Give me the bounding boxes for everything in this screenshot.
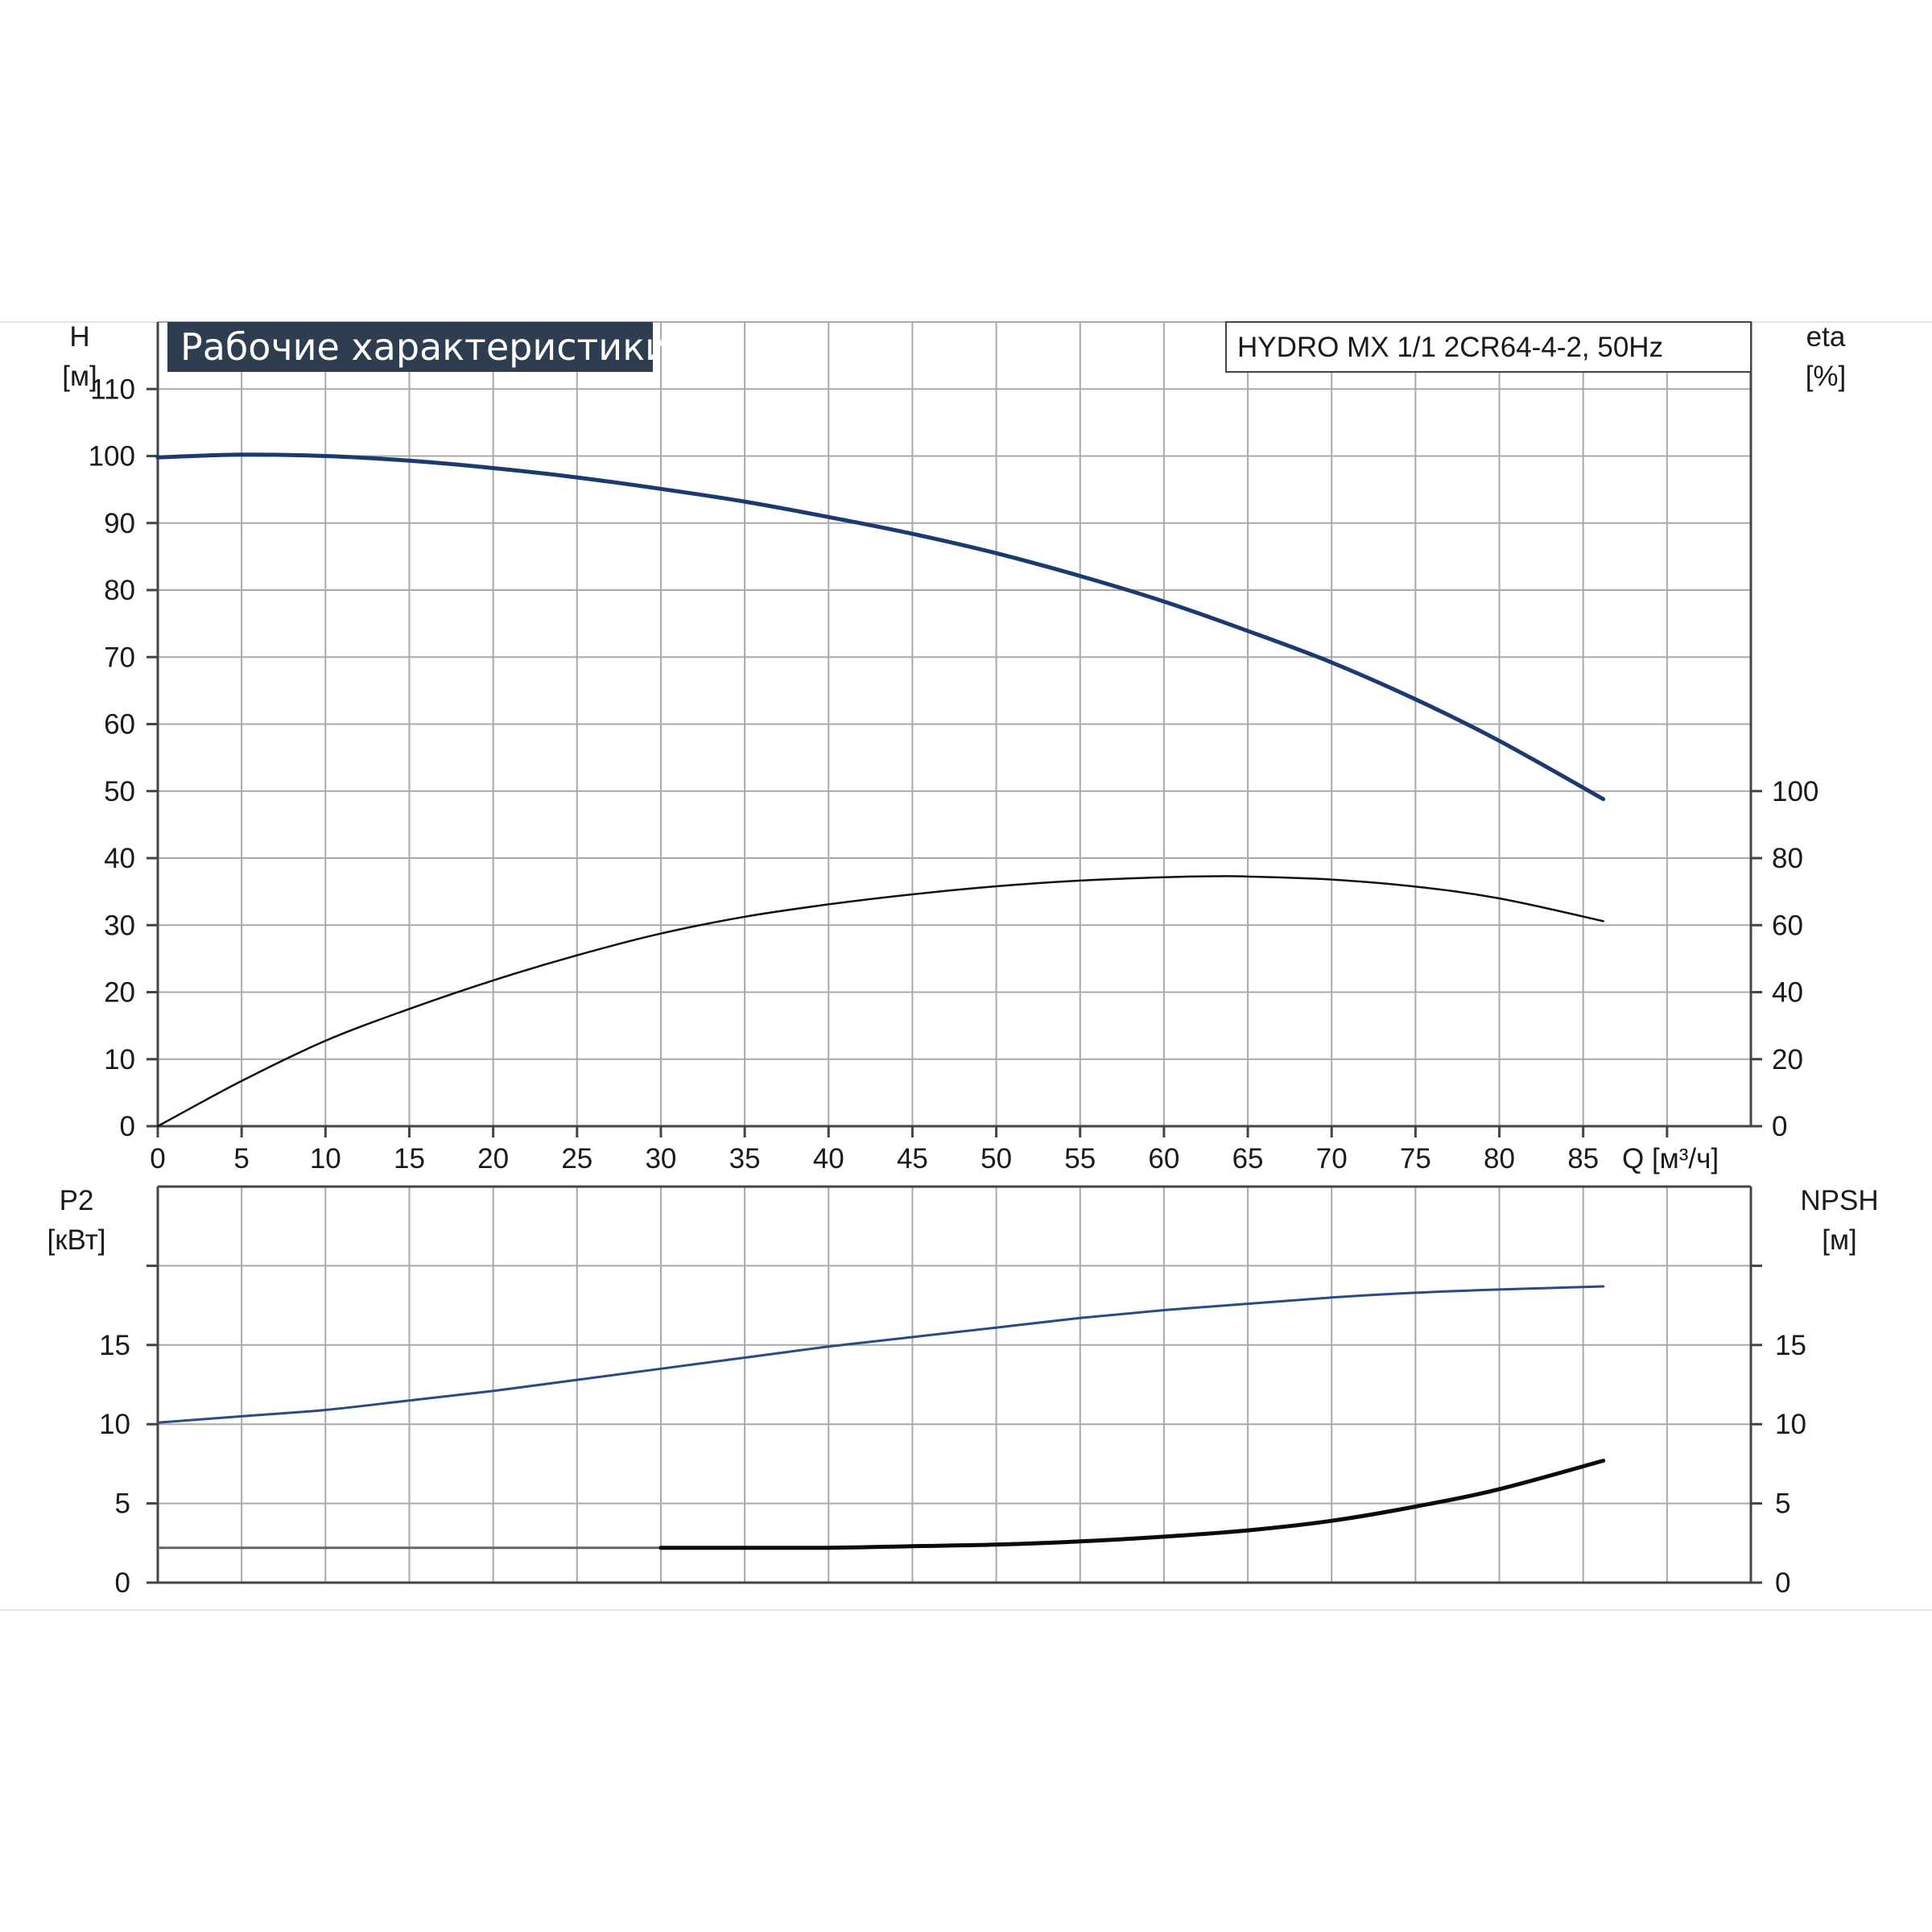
x-tick-label: 75 (1400, 1143, 1431, 1174)
y-tick-label-right: 0 (1772, 1111, 1787, 1142)
x-tick-label: 55 (1064, 1143, 1096, 1174)
x-tick-label: 20 (477, 1143, 509, 1174)
npsh-tick-label: 5 (1775, 1488, 1790, 1520)
x-tick-label: 50 (980, 1143, 1012, 1174)
y-tick-label-left: 110 (90, 374, 135, 405)
x-tick-label: 85 (1567, 1143, 1599, 1174)
x-tick-label: 10 (310, 1143, 341, 1174)
y-tick-label-left: 0 (120, 1111, 135, 1142)
x-tick-label: 35 (729, 1143, 761, 1174)
x-tick-label: 45 (897, 1143, 928, 1174)
y-axis-right-title-unit: [%] (1806, 361, 1847, 392)
x-tick-label: 70 (1316, 1143, 1348, 1174)
npsh-tick-label: 15 (1775, 1330, 1806, 1361)
efficiency-curve (156, 875, 1604, 1128)
y-tick-label-left: 70 (104, 642, 135, 673)
model-label: HYDRO MX 1/1 2CR64-4-2, 50Hz (1237, 332, 1663, 363)
npsh-axis-title-symbol: NPSH (1800, 1185, 1878, 1216)
y-tick-label-left: 100 (89, 441, 135, 473)
y-tick-label-right: 80 (1772, 843, 1803, 874)
x-axis-title: Q [м³/ч] (1622, 1143, 1719, 1174)
y-tick-label-right: 100 (1772, 776, 1818, 807)
x-tick-label: 30 (645, 1143, 676, 1174)
power-curve (156, 1285, 1605, 1424)
y-axis-right-title-symbol: eta (1806, 321, 1846, 353)
npsh-tick-label: 0 (1775, 1567, 1790, 1599)
x-tick-label: 40 (813, 1143, 844, 1174)
p2-axis-title-unit: [кВт] (47, 1224, 106, 1256)
x-tick-label: 15 (394, 1143, 425, 1174)
y-tick-label-left: 50 (104, 776, 135, 807)
y-axis-left-title-unit: [м] (62, 361, 97, 392)
y-tick-label-left: 20 (104, 977, 135, 1009)
x-tick-label: 60 (1148, 1143, 1179, 1174)
tick-marks (147, 387, 1762, 1584)
p2-tick-label: 5 (115, 1488, 130, 1520)
curves (155, 452, 1606, 1550)
head-curve (155, 452, 1606, 802)
x-tick-label: 80 (1484, 1143, 1515, 1174)
npsh-tick-label: 10 (1775, 1409, 1806, 1440)
model-box (1225, 321, 1752, 373)
plot-frames (156, 322, 1752, 1584)
chart-title: Рабочие характеристики (180, 325, 669, 369)
y-axis-left-title-symbol: H (69, 321, 89, 353)
y-tick-label-right: 40 (1772, 977, 1803, 1009)
npsh-axis-title-unit: [м] (1822, 1224, 1857, 1256)
x-tick-label: 5 (233, 1143, 249, 1174)
y-tick-label-left: 10 (104, 1044, 135, 1075)
p2-axis-title-symbol: P2 (60, 1185, 94, 1216)
lower-plot-grid (158, 1187, 1751, 1583)
y-tick-label-left: 40 (104, 843, 135, 874)
upper-plot-grid (158, 321, 1751, 1126)
y-tick-label-right: 60 (1772, 910, 1803, 941)
p2-tick-label: 10 (99, 1409, 130, 1440)
p2-tick-label: 15 (99, 1330, 130, 1361)
x-tick-label: 65 (1232, 1143, 1264, 1174)
x-tick-label: 25 (561, 1143, 592, 1174)
chart-title-box (167, 322, 653, 372)
y-tick-label-left: 80 (104, 575, 135, 606)
x-tick-label: 0 (150, 1143, 165, 1174)
y-tick-label-left: 90 (104, 508, 135, 539)
y-tick-label-right: 20 (1772, 1044, 1803, 1075)
y-tick-label-left: 60 (104, 709, 135, 741)
p2-tick-label: 0 (115, 1567, 130, 1599)
y-tick-label-left: 30 (104, 910, 135, 941)
npsh-curve (658, 1459, 1606, 1550)
